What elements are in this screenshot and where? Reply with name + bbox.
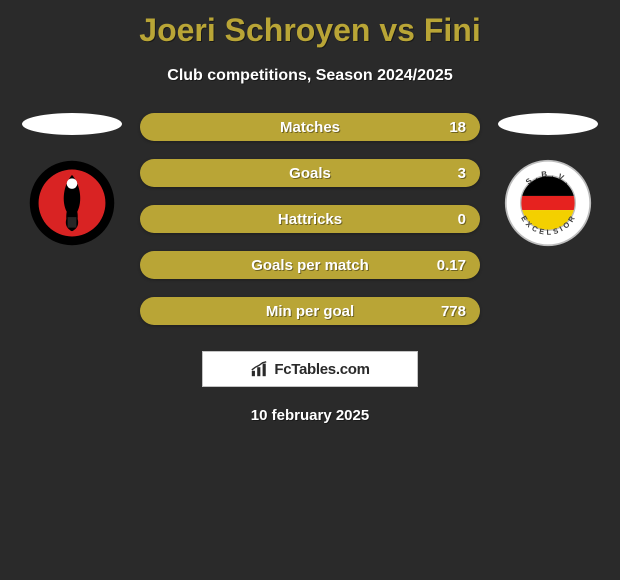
stat-value: 778 [441,303,466,320]
comparison-layout: Matches 18 Goals 3 Hattricks 0 Goals per… [0,113,620,325]
stat-bar: Goals 3 [140,159,480,187]
stat-label: Goals per match [251,257,369,274]
player-right-column: S . B . V . E X C E L S I O R [498,113,598,247]
stat-bar: Hattricks 0 [140,205,480,233]
player-right-avatar-placeholder [498,113,598,135]
stat-bar: Matches 18 [140,113,480,141]
club-crest-excelsior: S . B . V . E X C E L S I O R [504,159,592,247]
stat-label: Goals [289,165,331,182]
subtitle: Club competitions, Season 2024/2025 [0,67,620,85]
stat-label: Min per goal [266,303,354,320]
stat-value: 0.17 [437,257,466,274]
player-left-column [22,113,122,247]
date-text: 10 february 2025 [0,407,620,424]
page-title: Joeri Schroyen vs Fini [0,0,620,49]
stat-bar: Goals per match 0.17 [140,251,480,279]
stat-value: 3 [458,165,466,182]
club-crest-helmond [28,159,116,247]
player-left-avatar-placeholder [22,113,122,135]
brand-text: FcTables.com [274,361,369,378]
brand-box: FcTables.com [202,351,418,387]
stat-label: Matches [280,119,340,136]
stat-value: 18 [449,119,466,136]
stat-value: 0 [458,211,466,228]
brand-chart-icon [250,360,268,378]
stat-bar: Min per goal 778 [140,297,480,325]
stat-bars: Matches 18 Goals 3 Hattricks 0 Goals per… [140,113,480,325]
stat-label: Hattricks [278,211,342,228]
